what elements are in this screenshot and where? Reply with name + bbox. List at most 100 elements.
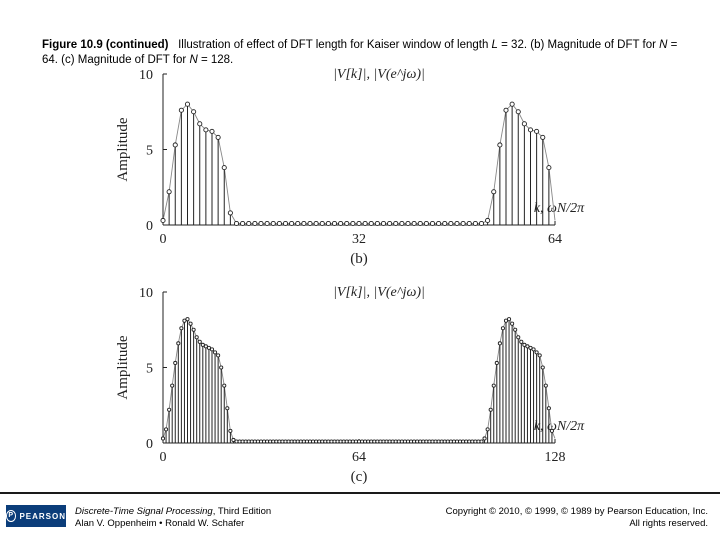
- stem-marker: [546, 165, 552, 171]
- y-tick-label: 5: [146, 362, 153, 377]
- x-tick-label: 128: [545, 450, 566, 465]
- stem-marker: [185, 317, 190, 322]
- stem-marker: [194, 335, 199, 340]
- stem-marker: [301, 220, 307, 227]
- stem-marker: [494, 360, 499, 366]
- caption-var-n1: N: [659, 39, 668, 51]
- stem-marker: [258, 220, 264, 227]
- legend-text: |V[k]|, |V(e^jω)|: [333, 67, 425, 82]
- caption-var-l: L: [491, 39, 498, 51]
- stem-marker: [503, 107, 509, 113]
- stem-marker: [160, 436, 166, 441]
- caption-label: Figure 10.9 (continued): [42, 39, 169, 51]
- y-tick-label: 0: [146, 437, 153, 452]
- stem-marker: [497, 341, 502, 346]
- stem-marker: [507, 317, 512, 322]
- stem-marker: [423, 220, 429, 227]
- stem-marker: [200, 342, 205, 347]
- stem-marker: [460, 220, 466, 227]
- book-edition: , Third Edition: [212, 506, 272, 517]
- stem-marker: [387, 220, 393, 227]
- book-authors: Alan V. Oppenheim • Ronald W. Schafer: [75, 518, 245, 529]
- stem-marker: [182, 318, 187, 323]
- stem-marker: [491, 189, 497, 195]
- stem-marker: [313, 220, 319, 227]
- y-axis-label: Amplitude: [115, 335, 131, 400]
- stem-marker: [270, 220, 276, 227]
- stem-marker: [231, 437, 236, 443]
- stem-marker: [225, 406, 230, 411]
- stem-marker: [178, 107, 184, 113]
- stem-marker: [289, 220, 295, 227]
- stem-marker: [213, 350, 218, 355]
- x-axis-label: k, ωN/2π: [534, 419, 585, 434]
- stem-marker: [282, 220, 289, 227]
- stem-marker: [203, 344, 208, 349]
- x-tick-label: 64: [352, 450, 366, 465]
- stem-marker: [276, 220, 282, 227]
- stem-marker: [509, 101, 515, 107]
- panel-label: (c): [351, 469, 368, 485]
- stem-marker: [233, 220, 240, 227]
- stem-marker: [405, 220, 411, 227]
- stem-marker: [485, 217, 491, 224]
- stem-marker: [531, 347, 536, 352]
- stem-marker: [295, 220, 301, 227]
- stem-marker: [399, 220, 405, 227]
- stem-marker: [246, 220, 252, 227]
- stem-marker: [500, 326, 505, 331]
- rights-text: All rights reserved.: [629, 518, 708, 529]
- caption-text-d: = 128.: [197, 54, 234, 66]
- stem-marker: [167, 407, 172, 412]
- stem-marker: [442, 220, 448, 227]
- stem-marker: [472, 220, 478, 227]
- stem-marker: [344, 220, 350, 227]
- stem-marker: [191, 109, 197, 115]
- stem-marker: [519, 339, 524, 344]
- stem-marker: [191, 327, 196, 332]
- pearson-logo: P PEARSON: [6, 505, 66, 527]
- stem-marker: [513, 327, 518, 332]
- stem-marker: [479, 439, 484, 444]
- stem-marker: [319, 220, 325, 227]
- stem-marker: [338, 220, 344, 227]
- y-tick-label: 5: [146, 144, 153, 159]
- stem-marker: [209, 347, 215, 352]
- stem-marker: [170, 383, 175, 388]
- stem-marker: [454, 220, 460, 227]
- stem-marker: [429, 220, 436, 227]
- book-title: Discrete-Time Signal Processing: [75, 506, 213, 517]
- stem-marker: [516, 335, 521, 340]
- stem-marker: [549, 428, 554, 433]
- stem-marker: [436, 220, 442, 227]
- stem-marker: [164, 427, 169, 432]
- caption-var-n2: N: [189, 54, 198, 66]
- x-tick-label: 32: [352, 232, 366, 247]
- stem-marker: [485, 427, 490, 432]
- stem-marker: [325, 220, 331, 227]
- stem-marker: [206, 345, 211, 350]
- stem-marker: [540, 365, 545, 370]
- stem-marker: [488, 407, 493, 412]
- caption-text-c: = 64. (c) Magnitude of DFT for: [42, 39, 678, 66]
- x-tick-label: 0: [160, 232, 167, 247]
- stem-marker: [528, 345, 533, 350]
- stem-marker: [374, 220, 380, 227]
- chart-panel-b: 0 5 10 0 32 64 Amplitude |V[k]|, |V(e^jω)| k, ωN…: [105, 64, 615, 274]
- stem-marker: [184, 101, 191, 107]
- stem-marker: [497, 142, 503, 148]
- stem-marker: [197, 121, 203, 127]
- copyright-info: Copyright © 2010, © 1999, © 1989 by Pear…: [446, 506, 708, 530]
- figure-caption: Figure 10.9 (continued) Illustration of …: [42, 38, 692, 68]
- x-axis-label: k, ωN/2π: [534, 201, 585, 216]
- book-info: Discrete-Time Signal Processing, Third E…: [75, 506, 271, 530]
- panel-label: (b): [350, 251, 368, 267]
- stem-chart-svg: 0 5 10 0 64 128 Amplitude |V[k]|, |V(e^jω)| k, ω…: [115, 285, 585, 485]
- stem-marker: [482, 436, 487, 441]
- stem-marker: [356, 220, 362, 227]
- stem-marker: [197, 339, 202, 344]
- caption-text-b: = 32. (b) Magnitude of DFT for: [497, 39, 660, 51]
- stem-marker: [209, 128, 215, 134]
- logo-text: PEARSON: [19, 511, 66, 521]
- stem-marker: [546, 406, 551, 411]
